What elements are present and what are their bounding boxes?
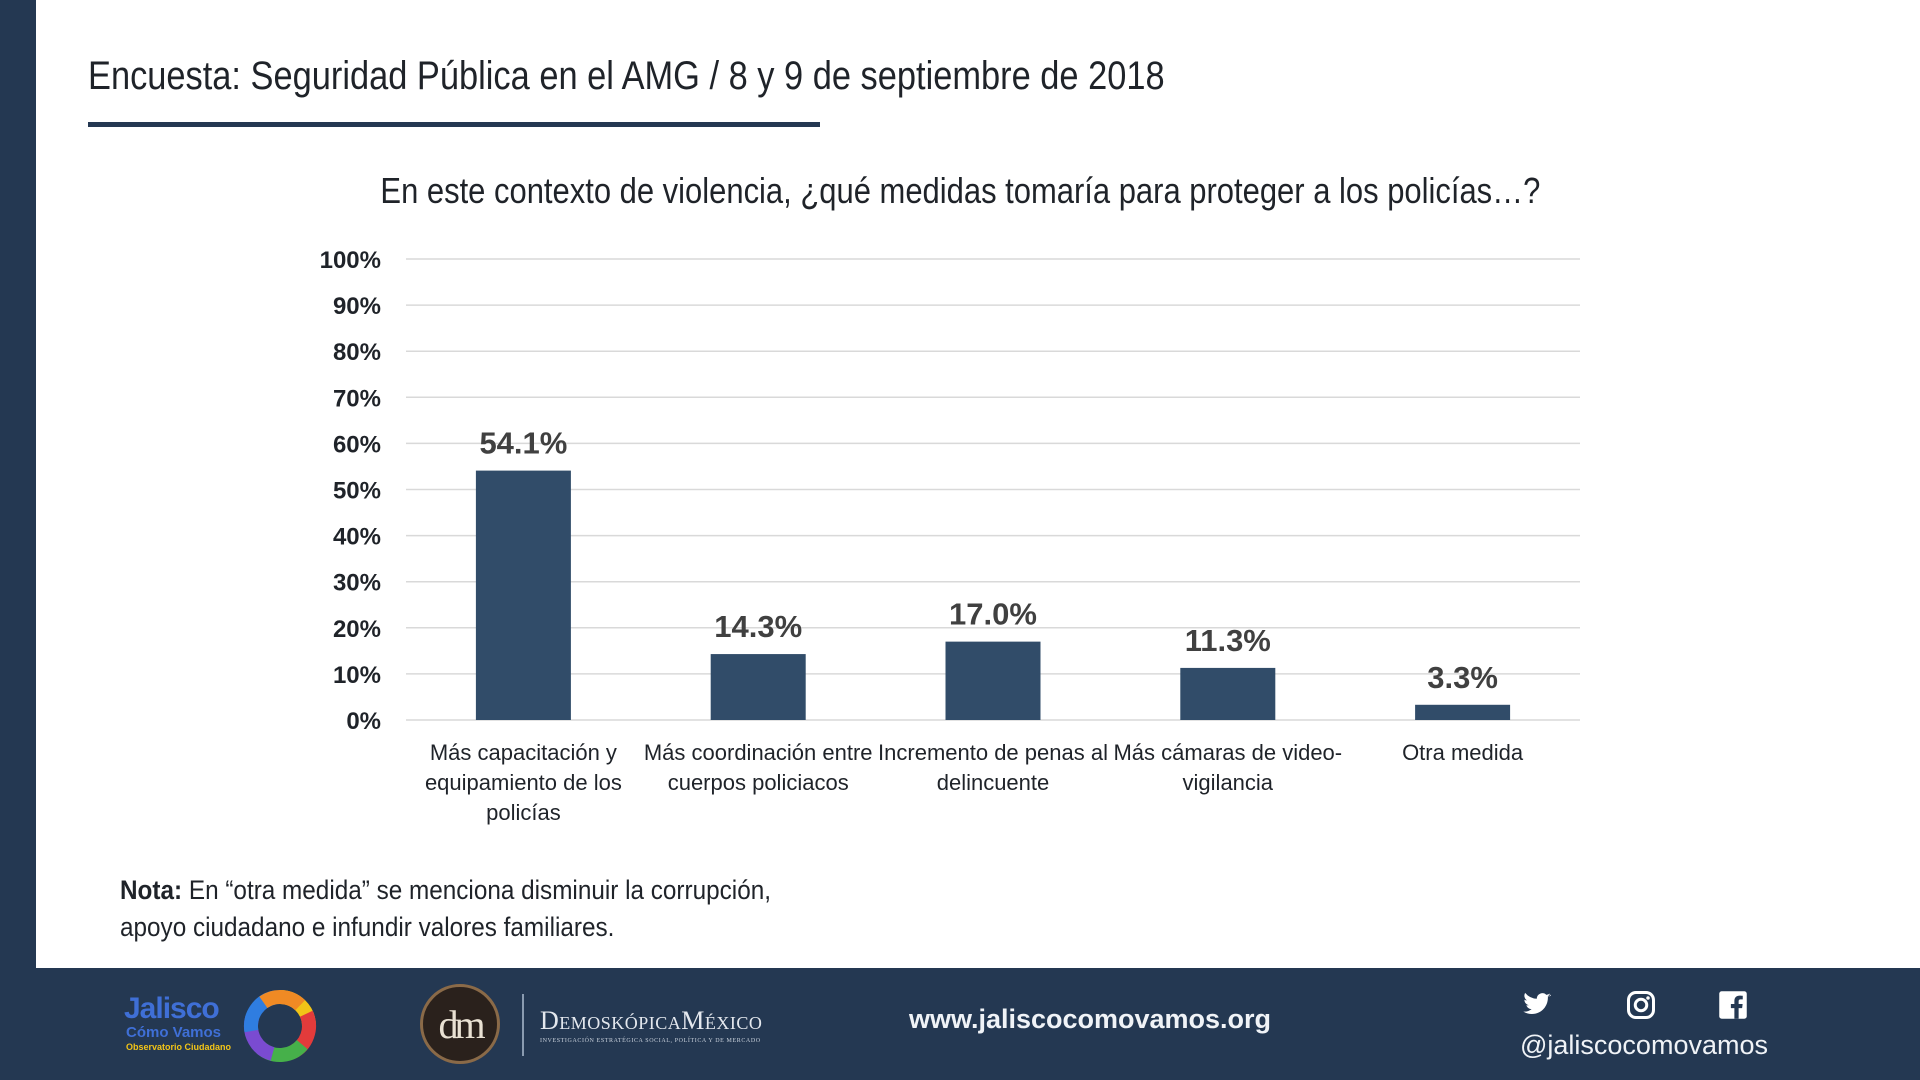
- value-labels: 54.1% 14.3% 17.0% 11.3% 3.3%: [479, 426, 1497, 695]
- x-category-label-line: Más coordinación entre: [644, 740, 873, 765]
- x-category-label-line: delincuente: [937, 770, 1050, 795]
- x-category-label-line: vigilancia: [1183, 770, 1274, 795]
- value-label-4: 11.3%: [1185, 623, 1271, 658]
- y-tick-label-90: 90%: [333, 293, 381, 320]
- y-axis-tick-labels: 0% 10% 20% 30% 40% 50% 60% 70% 80% 90% 100%: [320, 247, 381, 735]
- instagram-icon[interactable]: [1626, 990, 1656, 1020]
- bar-chart: 0% 10% 20% 30% 40% 50% 60% 70% 80% 90% 100% 54.1% 1…: [320, 247, 1580, 825]
- gridlines: [406, 258, 1580, 721]
- value-label-1: 54.1%: [479, 426, 567, 461]
- dm-tagline: INVESTIGACIÓN ESTRATÉGICA SOCIAL, POLÍTI…: [540, 1038, 761, 1044]
- chart-title-text: En este contexto de violencia, ¿qué medi…: [380, 170, 1540, 211]
- x-category-label-5: Otra medida: [1402, 740, 1524, 765]
- dm-divider: [522, 994, 524, 1056]
- slide-title: Encuesta: Seguridad Pública en el AMG / …: [88, 54, 1165, 98]
- x-category-label-line: Más capacitación y: [430, 740, 617, 765]
- x-category-label-line: policías: [486, 800, 561, 825]
- y-tick-label-60: 60%: [333, 431, 381, 458]
- x-category-label-line: Más cámaras de video-: [1113, 740, 1342, 765]
- note-line-1: En “otra medida” se menciona disminuir l…: [188, 875, 771, 905]
- jalisco-como-vamos-logo: Jalisco Cómo Vamos Observatorio Ciudadan…: [124, 990, 324, 1070]
- social-links: @jaliscocomovamos: [1516, 990, 1768, 1070]
- website-link[interactable]: www.jaliscocomovamos.org: [908, 1004, 1272, 1034]
- bar-3: [945, 641, 1041, 720]
- jcv-logo-word-1: Jalisco: [124, 992, 220, 1025]
- title-underline: [88, 122, 820, 127]
- bar-4: [1180, 667, 1276, 720]
- x-category-label-line: cuerpos policiacos: [668, 770, 849, 795]
- y-tick-label-0: 0%: [346, 708, 381, 735]
- chart-title: En este contexto de violencia, ¿qué medi…: [0, 170, 1920, 212]
- social-handle: @jaliscocomovamos: [1520, 1030, 1768, 1060]
- bars: [475, 470, 1511, 720]
- dm-monogram: dm: [420, 984, 500, 1064]
- x-category-label-3: Incremento de penas al delincuente: [878, 740, 1108, 795]
- jcv-ring-icon: [244, 990, 317, 1062]
- y-tick-label-20: 20%: [333, 616, 381, 643]
- y-tick-label-30: 30%: [333, 570, 381, 597]
- footnote: Nota: En “otra medida” se menciona dismi…: [120, 872, 771, 946]
- y-tick-label-40: 40%: [333, 524, 381, 551]
- x-category-label-1: Más capacitación y equipamiento de los pol…: [425, 740, 622, 825]
- facebook-icon[interactable]: [1718, 990, 1748, 1020]
- x-category-label-line: Otra medida: [1402, 740, 1524, 765]
- jcv-logo-word-2: Cómo Vamos: [126, 1024, 222, 1041]
- dm-name: DemoskópicaMéxico: [540, 1006, 763, 1035]
- value-label-3: 17.0%: [949, 597, 1037, 632]
- y-tick-label-50: 50%: [333, 478, 381, 505]
- value-label-2: 14.3%: [714, 609, 802, 644]
- x-category-label-line: Incremento de penas al: [878, 740, 1108, 765]
- value-label-5: 3.3%: [1427, 660, 1498, 695]
- note-line-2: apoyo ciudadano e infundir valores famil…: [120, 912, 615, 942]
- note-label: Nota:: [120, 875, 183, 905]
- bar-1: [475, 470, 571, 720]
- twitter-icon[interactable]: [1520, 990, 1554, 1020]
- y-tick-label-80: 80%: [333, 339, 381, 366]
- y-tick-label-100: 100%: [320, 247, 381, 274]
- bar-2: [710, 654, 806, 720]
- x-category-label-2: Más coordinación entre cuerpos policiacos: [644, 740, 873, 795]
- x-category-label-4: Más cámaras de video-vigilancia: [1113, 740, 1342, 795]
- x-axis-category-labels: Más capacitación y equipamiento de los pol…: [425, 740, 1524, 825]
- y-tick-label-10: 10%: [333, 662, 381, 689]
- bar-5: [1415, 704, 1511, 720]
- y-tick-label-70: 70%: [333, 385, 381, 412]
- footer-bar: Jalisco Cómo Vamos Observatorio Ciudadan…: [0, 968, 1920, 1080]
- x-category-label-line: equipamiento de los: [425, 770, 622, 795]
- demoskopica-mexico-logo: dm DemoskópicaMéxico INVESTIGACIÓN ESTRA…: [420, 984, 820, 1064]
- left-accent-stripe: [0, 0, 36, 968]
- jcv-logo-word-3: Observatorio Ciudadano: [126, 1042, 232, 1052]
